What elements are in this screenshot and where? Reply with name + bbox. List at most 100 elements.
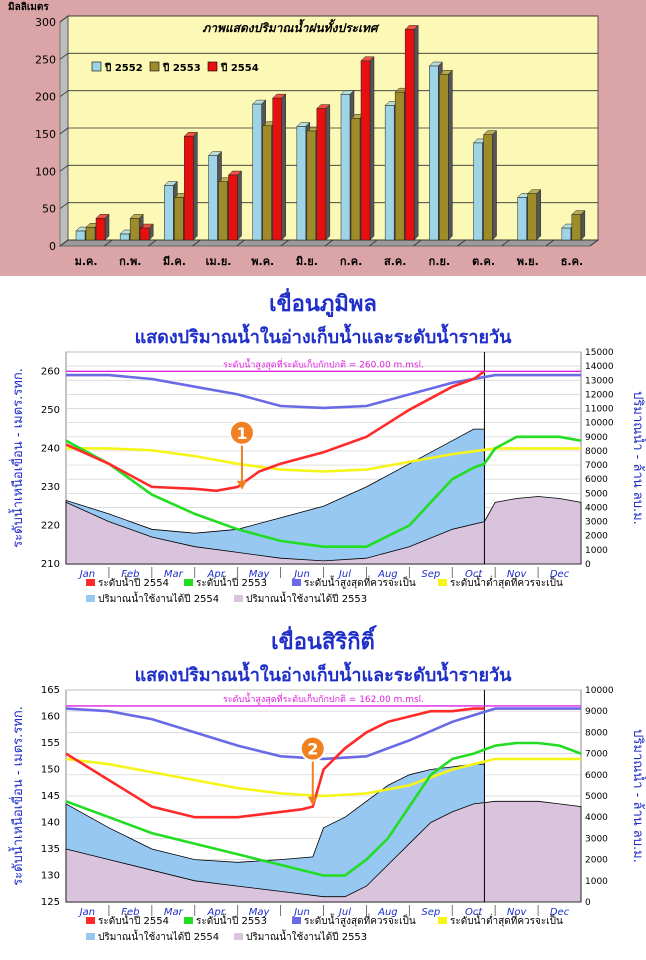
line-level-2554 <box>65 370 486 493</box>
x-tick <box>280 239 290 247</box>
bar <box>404 29 415 241</box>
legend-swatch <box>91 61 102 72</box>
legend-label: ระดับน้ำสูงสุดที่ควรจะเป็น <box>304 913 416 927</box>
y-right-tick-label: 12000 <box>585 390 614 400</box>
line-upper-rule <box>65 707 581 761</box>
x-tick-label: ธ.ค. <box>561 255 583 268</box>
x-tick <box>236 239 245 247</box>
y-right-tick-label: 8000 <box>585 728 608 738</box>
y-right-tick-label: 9000 <box>585 433 608 443</box>
legend-swatch <box>292 579 301 586</box>
legend-swatch <box>86 595 95 602</box>
y-tick-label: 50 <box>42 203 56 216</box>
y-left-axis-label: ระดับน้ำเหนือเขื่อน - เมตร.รทก. <box>8 706 26 886</box>
y-right-tick-label: 3000 <box>585 834 608 844</box>
bar <box>394 91 405 241</box>
gridline-wall <box>59 127 69 135</box>
y-axis-label: มิลลิเมตร <box>8 1 49 13</box>
y-right-tick-label: 3000 <box>585 518 608 528</box>
x-tick-label: May <box>249 907 271 918</box>
x-tick-label: Mar <box>164 907 184 918</box>
x-tick-label: Nov <box>507 569 528 580</box>
x-tick-label: พ.ค. <box>251 255 274 268</box>
legend-label: ปริมาณน้ำใช้งานได้ปี 2554 <box>98 591 219 605</box>
y-tick-label: 150 <box>35 128 56 141</box>
y-right-axis-label: ปริมาณน้ำ - ล้าน ลบ.ม. <box>630 391 646 525</box>
bar <box>561 227 572 241</box>
line-lower-rule <box>65 757 581 798</box>
y-right-tick-label: 6000 <box>585 475 608 485</box>
y-right-tick-label: 7000 <box>585 461 608 471</box>
y-left-tick-label: 125 <box>41 897 60 908</box>
x-tick-label: Jan <box>78 907 95 918</box>
legend-label: ปี 2554 <box>220 62 258 74</box>
y-left-tick-label: 135 <box>41 844 60 855</box>
y-left-tick-label: 250 <box>41 405 60 416</box>
legend-swatch <box>234 933 243 940</box>
y-right-tick-label: 11000 <box>585 405 614 415</box>
bar <box>316 108 327 241</box>
x-tick-label: Sep <box>421 907 440 918</box>
x-tick-label: ก.ย. <box>429 255 450 268</box>
bar <box>483 134 493 241</box>
x-tick-label: Feb <box>121 907 139 918</box>
bar-side <box>237 170 242 241</box>
x-tick-label: มี.ค. <box>163 255 186 268</box>
bar <box>571 214 582 241</box>
bar-side <box>448 69 453 241</box>
line-level-2553 <box>65 435 582 548</box>
x-tick-label: Apr <box>207 907 226 918</box>
y-right-tick-label: 0 <box>585 898 591 908</box>
y-right-tick-label: 4000 <box>585 813 608 823</box>
x-tick-label: ต.ค. <box>472 255 495 268</box>
legend-swatch <box>184 579 193 586</box>
bar-side <box>580 210 586 241</box>
rainfall-chart-panel: 0 50 100 150 200 250 300 มิลลิเมตร ภาพแสดงปริมาณ… <box>0 0 646 276</box>
x-tick-label: Dec <box>550 907 570 918</box>
y-left-tick-label: 160 <box>41 712 60 723</box>
y-left-tick-label: 165 <box>41 685 60 696</box>
bar <box>208 155 218 241</box>
bar-side <box>413 24 419 241</box>
bar <box>184 135 194 241</box>
y-right-tick-label: 8000 <box>585 447 608 457</box>
gridline-wall <box>59 239 69 247</box>
x-tick-label: Jun <box>292 569 310 580</box>
x-tick <box>413 239 422 247</box>
x-tick <box>457 239 466 247</box>
bar-side <box>104 213 110 241</box>
x-tick <box>545 239 555 247</box>
area-usable-2553 <box>65 800 582 903</box>
bar <box>252 103 262 241</box>
legend-swatch <box>438 917 447 924</box>
y-tick-label: 0 <box>49 240 56 253</box>
x-tick-label: ม.ค. <box>75 255 98 268</box>
y-right-tick-label: 7000 <box>585 750 608 760</box>
y-right-tick-label: 9000 <box>585 707 608 717</box>
area-usable-2554 <box>65 428 485 565</box>
x-tick-label: Mar <box>164 569 184 580</box>
dam2-subtitle: แสดงปริมาณน้ำในอ่างเก็บน้ำและระดับน้ำราย… <box>134 665 512 686</box>
x-tick-label: May <box>249 569 271 580</box>
legend-label: ระดับน้ำปี 2554 <box>98 913 169 927</box>
y-right-tick-label: 14000 <box>585 362 614 372</box>
legend-swatch <box>438 579 447 586</box>
y-right-tick-label: 1000 <box>585 877 608 887</box>
y-right-tick-label: 13000 <box>585 376 614 386</box>
x-tick-label: ส.ค. <box>384 255 406 268</box>
bar-side <box>369 56 375 241</box>
dam2-title: เขื่อนสิริกิติ์ <box>271 630 375 655</box>
gridline-wall <box>59 90 69 97</box>
dam1-subtitle: แสดงปริมาณน้ำในอ่างเก็บน้ำและระดับน้ำราย… <box>134 327 512 348</box>
x-tick <box>103 239 113 247</box>
bar-side <box>281 93 286 241</box>
y-right-tick-label: 2000 <box>585 532 608 542</box>
bar-side <box>193 131 198 241</box>
y-left-tick-label: 150 <box>41 765 60 776</box>
x-tick-label: เม.ย. <box>206 255 232 268</box>
x-tick-label: Jul <box>337 907 351 918</box>
y-left-tick-label: 155 <box>41 738 60 749</box>
x-tick-label: Aug <box>377 907 398 918</box>
gridline-wall <box>59 15 69 23</box>
bar <box>429 65 439 241</box>
